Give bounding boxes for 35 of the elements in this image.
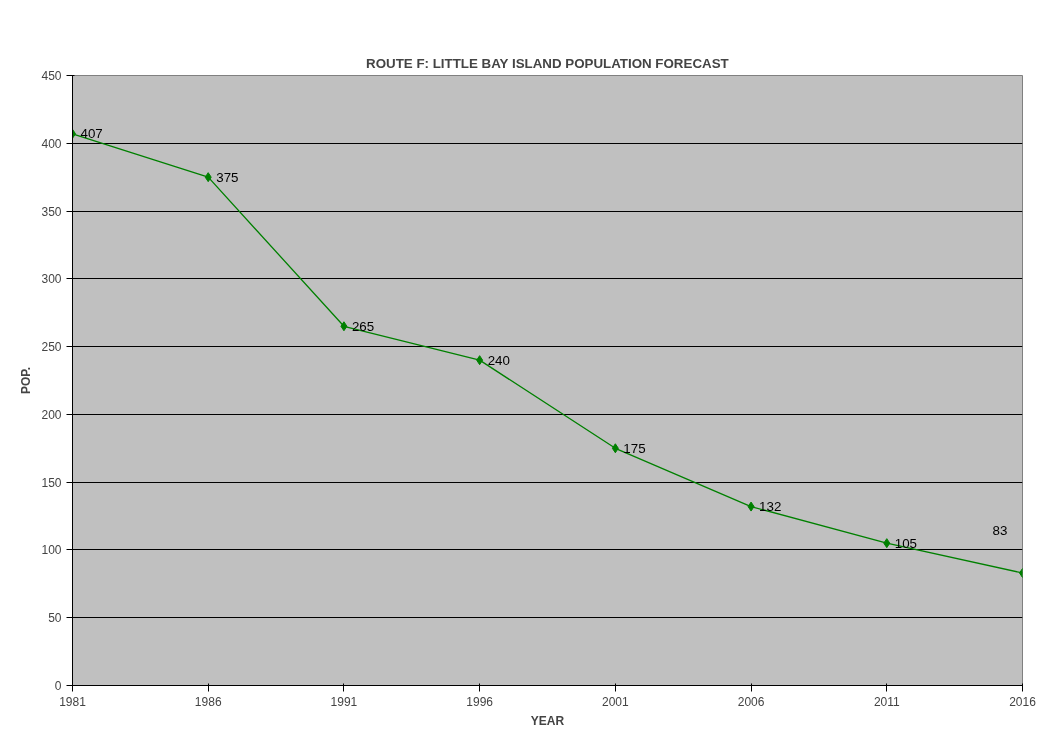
y-tick-label: 250 xyxy=(41,340,62,355)
x-axis-title: YEAR xyxy=(530,713,565,728)
chart-title: ROUTE F: LITTLE BAY ISLAND POPULATION FORECAST xyxy=(366,55,729,71)
data-label: 105 xyxy=(894,535,918,551)
y-tick-label: 300 xyxy=(41,272,62,287)
data-label: 83 xyxy=(992,523,1008,539)
y-tick-label: 350 xyxy=(41,204,62,219)
y-axis-title: POP. xyxy=(19,366,34,395)
data-label: 240 xyxy=(487,352,510,368)
point xyxy=(476,355,484,366)
data-label: 132 xyxy=(759,499,782,515)
x-tick-label: 1991 xyxy=(330,694,358,709)
y-tick-label: 400 xyxy=(41,136,62,151)
point xyxy=(204,172,212,183)
y-tick-label: 200 xyxy=(41,407,62,422)
x-tick-label: 2001 xyxy=(602,694,630,709)
x-tick-label: 2016 xyxy=(1009,694,1037,709)
point xyxy=(611,443,619,454)
point xyxy=(340,321,348,332)
x-tick-label: 1986 xyxy=(194,694,222,709)
x-tick-label: 1996 xyxy=(466,694,494,709)
data-label: 175 xyxy=(623,440,646,456)
x-tick-label: 1981 xyxy=(59,694,87,709)
point xyxy=(883,538,891,549)
x-tick-label: 2006 xyxy=(737,694,765,709)
x-tick-label: 2011 xyxy=(873,694,901,709)
y-tick-label: 50 xyxy=(48,611,62,626)
data-label: 375 xyxy=(216,169,239,185)
data-label: 265 xyxy=(351,318,375,334)
y-tick-label: 450 xyxy=(41,69,62,83)
y-tick-label: 100 xyxy=(41,543,62,558)
point xyxy=(747,501,755,512)
y-tick-label: 0 xyxy=(54,679,62,693)
y-tick-label: 150 xyxy=(41,475,62,490)
data-label: 407 xyxy=(80,126,103,142)
